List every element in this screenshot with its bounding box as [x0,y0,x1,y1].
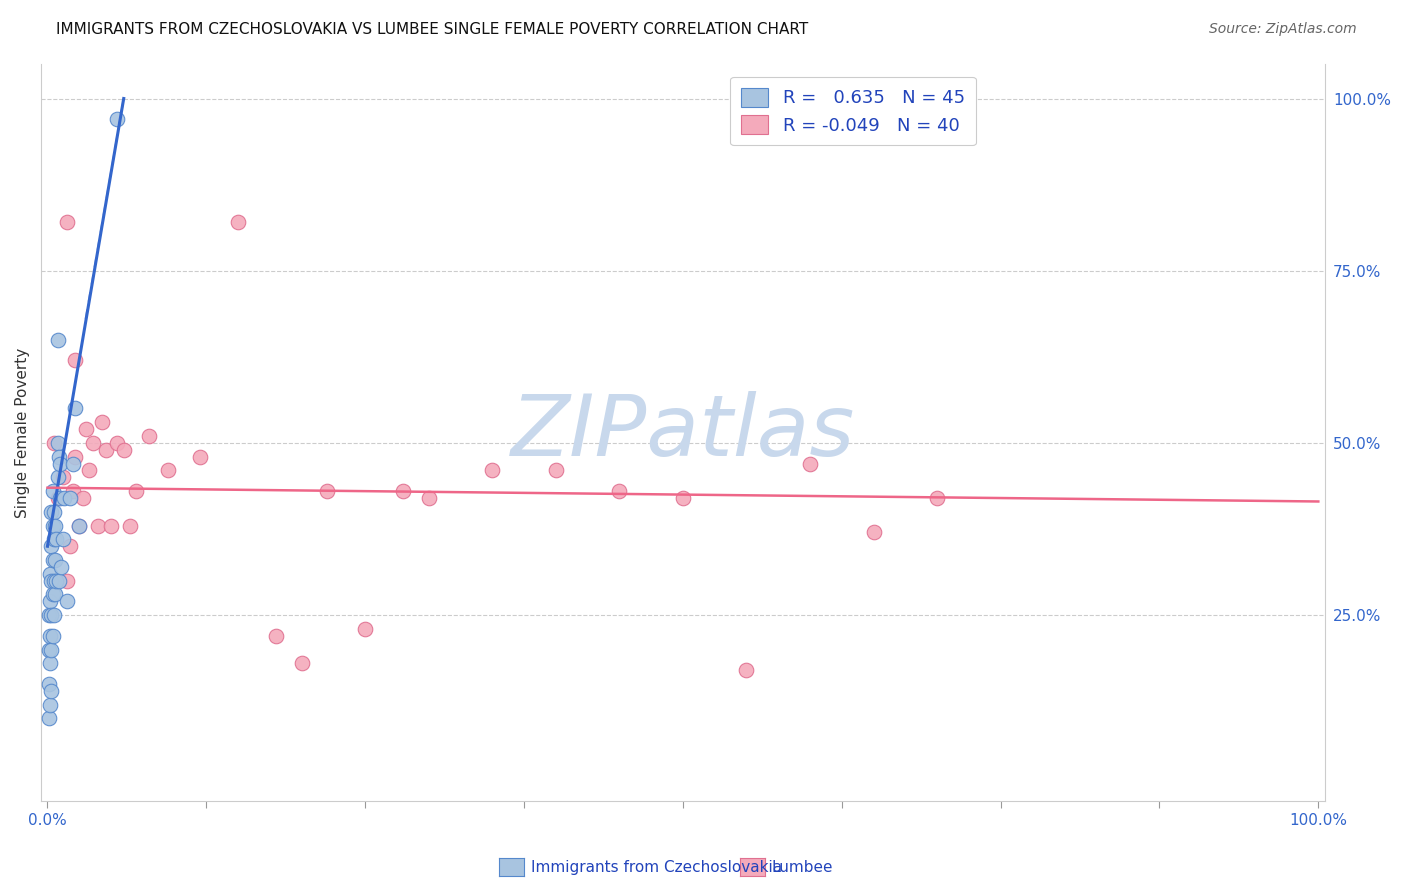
Point [65,353,87,368]
Point [52,470,75,484]
Text: Source: ZipAtlas.com: Source: ZipAtlas.com [1209,22,1357,37]
Point [42,608,65,623]
Point [38,677,60,691]
Point [354,622,377,636]
Point [46,491,69,505]
Point [44,518,66,533]
Point [105,112,128,127]
Point [291,657,314,671]
Point [72,491,94,505]
Point [42,533,65,547]
Point [46,333,69,347]
Point [55,594,77,608]
Point [392,484,415,499]
Point [79,463,101,477]
Point [112,442,135,457]
Point [59,539,82,553]
Point [39,574,62,588]
Point [75,422,97,436]
Point [49,491,72,505]
Point [45,533,67,547]
Text: Immigrants from Czechoslovakia: Immigrants from Czechoslovakia [531,861,783,875]
Point [125,484,148,499]
Point [65,401,87,416]
Point [42,574,65,588]
Point [55,215,77,229]
Point [105,436,128,450]
Point [62,457,84,471]
Point [44,587,66,601]
Point [39,642,62,657]
Point [672,491,695,505]
Point [42,436,65,450]
Point [62,484,84,499]
Point [39,608,62,623]
Point [735,663,758,677]
Text: ZIPatlas: ZIPatlas [510,391,855,474]
Point [46,436,69,450]
Point [39,657,62,671]
Point [45,574,67,588]
Point [39,505,62,519]
Point [316,484,339,499]
Point [39,629,62,643]
Point [48,450,70,464]
Point [609,484,631,499]
Point [44,553,66,567]
Point [41,553,63,567]
Point [38,642,60,657]
Legend: R =   0.635   N = 45, R = -0.049   N = 40: R = 0.635 N = 45, R = -0.049 N = 40 [731,77,976,145]
Point [38,711,60,725]
Point [53,491,76,505]
Point [862,525,884,540]
Y-axis label: Single Female Poverty: Single Female Poverty [15,348,30,517]
Point [39,684,62,698]
Point [226,215,249,229]
Point [55,574,77,588]
Point [87,518,110,533]
Point [925,491,948,505]
Point [264,629,287,643]
Point [100,518,122,533]
Point [799,457,821,471]
Point [418,491,440,505]
Point [48,574,70,588]
Point [120,518,142,533]
Text: IMMIGRANTS FROM CZECHOSLOVAKIA VS LUMBEE SINGLE FEMALE POVERTY CORRELATION CHART: IMMIGRANTS FROM CZECHOSLOVAKIA VS LUMBEE… [56,22,808,37]
Point [138,429,160,443]
Point [39,698,62,712]
Point [41,484,63,499]
Point [94,442,117,457]
Point [46,470,69,484]
Point [41,518,63,533]
Point [51,560,73,574]
Point [39,539,62,553]
Point [41,629,63,643]
Point [59,491,82,505]
Point [67,518,90,533]
Point [481,463,503,477]
Point [82,436,104,450]
Point [42,505,65,519]
Point [39,566,62,581]
Point [38,608,60,623]
Point [49,457,72,471]
Text: Lumbee: Lumbee [772,861,834,875]
Point [91,415,114,429]
Point [52,533,75,547]
Point [67,518,90,533]
Point [157,463,180,477]
Point [188,450,211,464]
Point [65,450,87,464]
Point [41,587,63,601]
Point [39,594,62,608]
Point [544,463,567,477]
